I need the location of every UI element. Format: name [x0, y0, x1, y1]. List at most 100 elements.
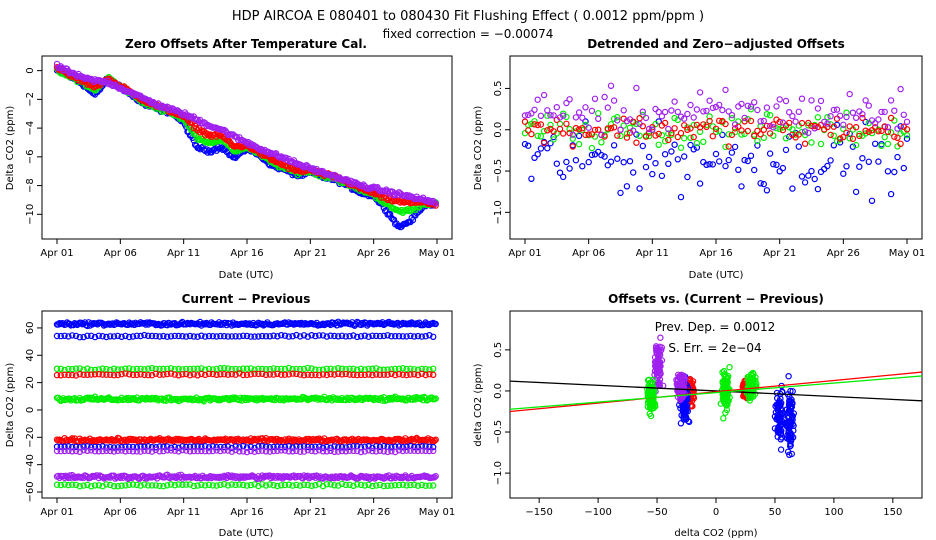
data-point-purple: [427, 197, 434, 205]
data-point-red: [95, 371, 103, 378]
data-point-green: [720, 415, 727, 422]
data-point-green: [270, 365, 277, 372]
y-axis-label: delta CO2 (ppm): [473, 363, 484, 446]
data-point-red: [684, 126, 691, 134]
y-tick-label: 0.0: [493, 122, 504, 138]
data-point-green: [125, 365, 133, 372]
data-point-red: [53, 371, 61, 379]
data-point-green: [373, 365, 380, 372]
data-point-blue: [278, 332, 285, 339]
data-point-blue: [65, 333, 72, 340]
data-point-purple: [572, 114, 580, 121]
data-point-green: [814, 114, 822, 121]
data-point-green: [687, 134, 694, 141]
data-point-purple: [696, 89, 704, 96]
data-point-green: [846, 135, 853, 142]
data-point-blue: [285, 333, 292, 340]
data-point-purple: [862, 97, 869, 104]
data-point-blue: [411, 333, 418, 340]
data-point-blue: [125, 333, 133, 341]
data-point-red: [738, 127, 745, 134]
data-point-red: [137, 371, 144, 378]
data-point-red: [411, 371, 418, 378]
data-point-red: [383, 195, 390, 202]
data-point-green: [700, 138, 707, 145]
data-point-red: [316, 372, 323, 379]
data-point-blue: [642, 163, 650, 171]
data-point-blue: [236, 333, 243, 340]
data-point-purple: [891, 107, 898, 114]
data-point-green: [808, 139, 815, 146]
data-point-purple: [817, 97, 825, 105]
data-point-purple: [770, 123, 777, 131]
data-point-blue: [728, 149, 736, 156]
data-point-purple: [805, 129, 812, 137]
data-point-red: [550, 128, 557, 135]
data-point-green: [422, 365, 429, 373]
data-point-green: [728, 114, 736, 122]
data-point-red: [633, 139, 640, 146]
data-point-blue: [129, 333, 137, 340]
data-point-blue: [747, 152, 755, 159]
data-point-blue: [693, 144, 701, 151]
data-point-purple: [569, 131, 577, 138]
data-point-red: [335, 370, 342, 377]
data-point-blue: [852, 188, 860, 196]
data-point-green: [357, 365, 365, 372]
data-point-blue: [399, 333, 406, 340]
data-point-green: [346, 365, 353, 372]
data-point-red: [668, 129, 675, 137]
x-tick-label: May 01: [419, 248, 456, 259]
data-point-red: [665, 136, 672, 144]
data-point-blue: [601, 153, 608, 160]
data-point-purple: [595, 115, 602, 123]
data-point-red: [827, 131, 834, 139]
data-point-green: [534, 132, 541, 139]
data-point-blue: [868, 197, 876, 204]
data-point-red: [304, 371, 311, 378]
data-point-blue: [274, 333, 281, 340]
data-point-green: [725, 131, 732, 138]
data-point-purple: [604, 104, 612, 111]
data-point-purple: [430, 447, 437, 455]
data-point-red: [399, 371, 406, 378]
x-tick-label: Apr 06: [572, 248, 605, 259]
data-point-purple: [836, 112, 844, 120]
data-point-red: [114, 371, 122, 379]
data-point-blue: [300, 332, 308, 339]
data-point-red: [118, 371, 125, 378]
data-point-red: [849, 135, 857, 142]
y-tick-label: −2: [25, 92, 36, 107]
data-point-green: [575, 140, 583, 148]
data-point-green: [399, 365, 406, 372]
data-point-red: [422, 371, 429, 379]
data-point-red: [725, 143, 732, 150]
data-point-blue: [560, 173, 567, 181]
data-point-blue: [798, 173, 806, 180]
data-point-blue: [293, 331, 300, 339]
data-point-blue: [677, 420, 685, 427]
data-point-red: [407, 371, 414, 378]
data-point-blue: [209, 333, 216, 340]
data-point-red: [171, 371, 178, 378]
data-point-purple: [903, 118, 911, 126]
y-tick-label: −20: [25, 427, 36, 448]
data-point-green: [856, 130, 863, 138]
data-point-red: [388, 370, 395, 377]
data-point-red: [881, 123, 888, 130]
data-point-red: [236, 370, 243, 377]
data-point-blue: [731, 143, 739, 151]
data-point-blue: [738, 183, 745, 190]
band-green: [53, 364, 437, 374]
y-tick-label: 40: [25, 349, 36, 362]
data-point-green: [840, 125, 847, 133]
data-point-green: [843, 109, 850, 116]
data-point-blue: [175, 332, 182, 340]
data-point-blue: [633, 131, 640, 138]
data-point-purple: [757, 118, 764, 125]
data-point-red: [342, 370, 349, 378]
data-point-red: [560, 130, 567, 137]
data-point-blue: [118, 333, 125, 340]
data-point-blue: [251, 333, 258, 340]
